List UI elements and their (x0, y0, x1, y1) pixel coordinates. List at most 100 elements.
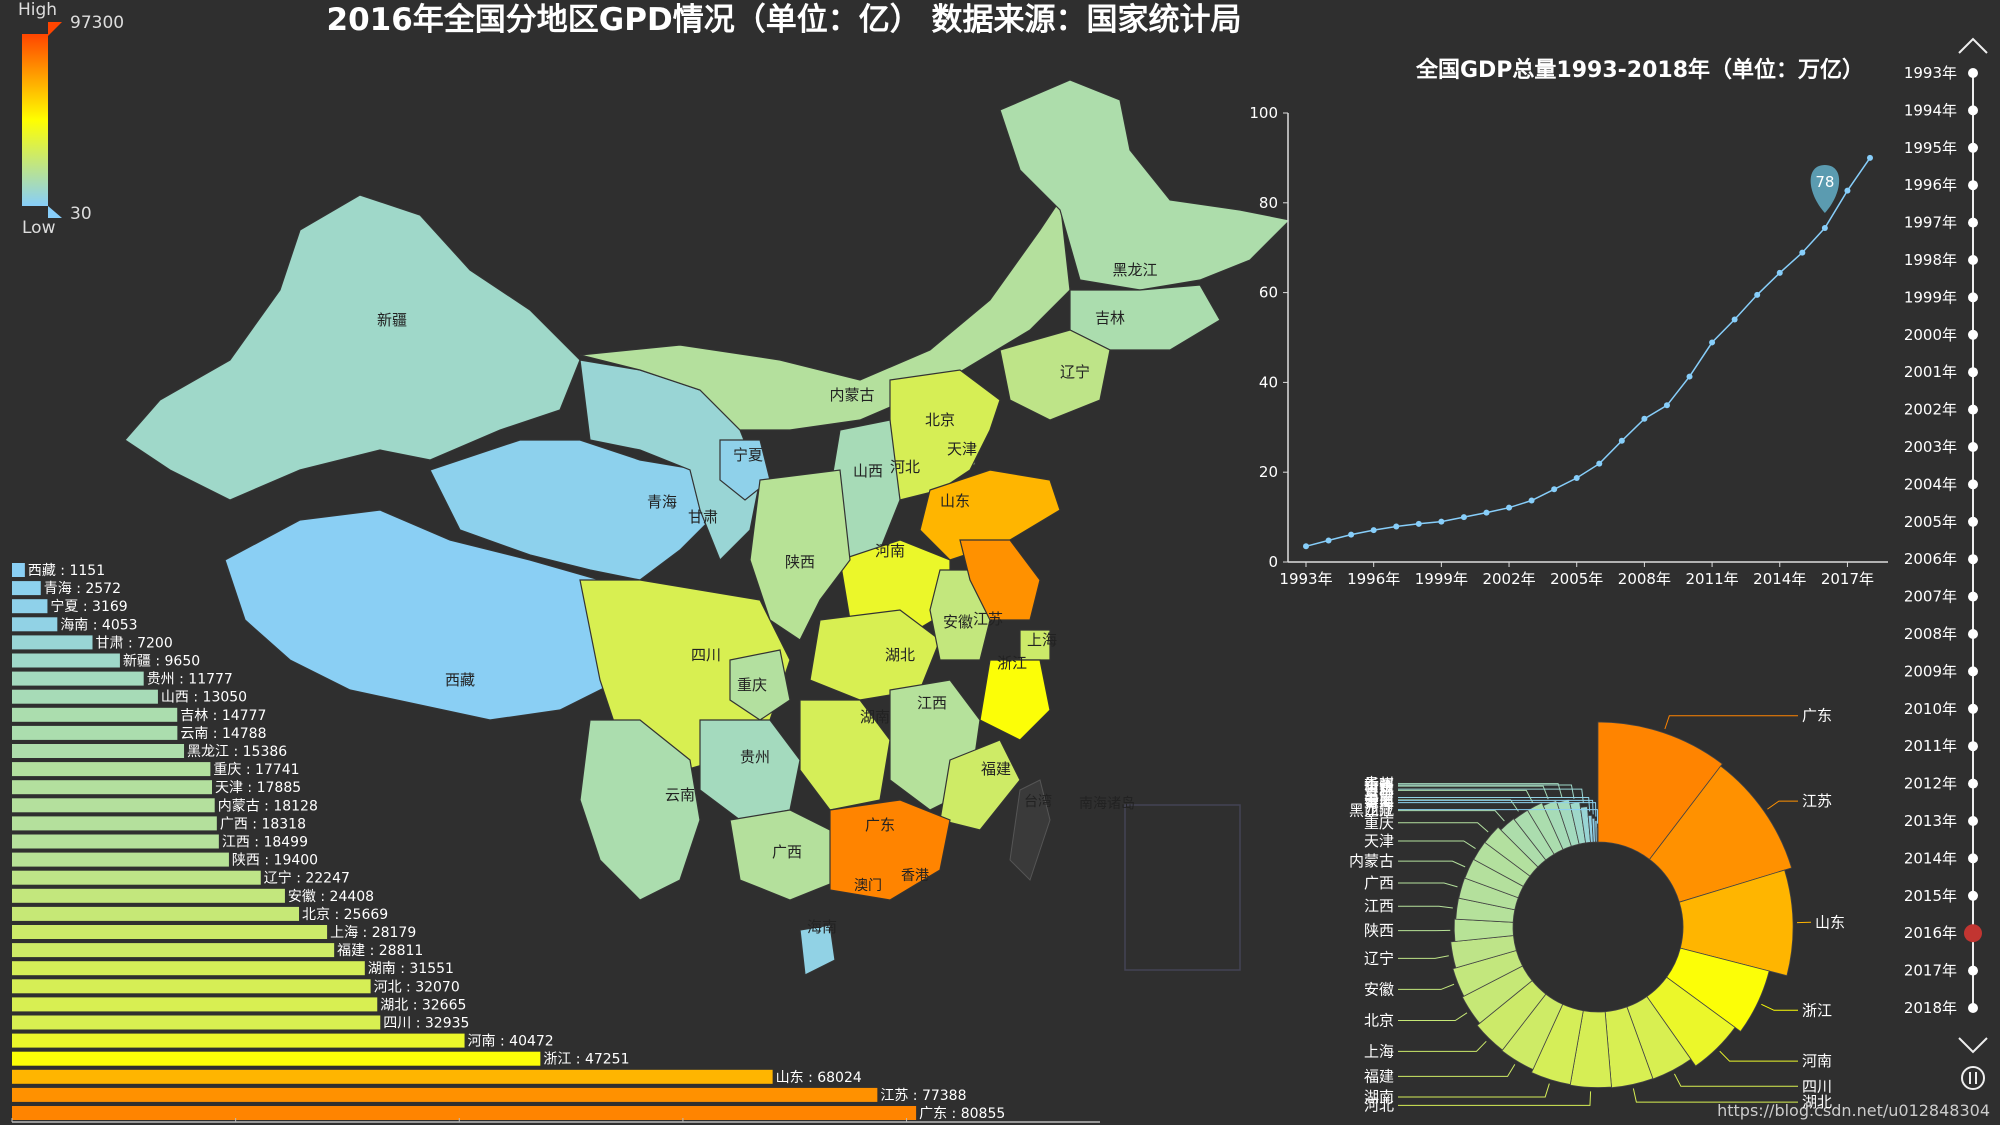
line-point[interactable] (1393, 523, 1400, 530)
line-point[interactable] (1415, 520, 1422, 527)
timeline-node[interactable] (1968, 479, 1978, 490)
bar[interactable] (12, 689, 158, 704)
timeline-label[interactable]: 2007年 (1904, 588, 1957, 606)
line-point[interactable] (1506, 504, 1513, 511)
timeline-label[interactable]: 1997年 (1904, 214, 1957, 232)
bar[interactable] (12, 888, 285, 903)
timeline-label[interactable]: 2013年 (1904, 812, 1957, 830)
line-point[interactable] (1303, 543, 1309, 550)
line-point[interactable] (1799, 249, 1806, 256)
line-point[interactable] (1618, 437, 1625, 444)
bar[interactable] (12, 1015, 381, 1030)
timeline-node[interactable] (1968, 367, 1978, 378)
bar[interactable] (12, 762, 211, 777)
line-point[interactable] (1686, 373, 1693, 380)
bar[interactable] (12, 1106, 917, 1120)
map-region[interactable] (729, 649, 791, 721)
bar[interactable] (12, 852, 229, 867)
timeline-label[interactable]: 2002年 (1904, 401, 1957, 419)
timeline-label[interactable]: 2000年 (1904, 326, 1957, 344)
timeline-node[interactable] (1968, 890, 1978, 901)
timeline-label[interactable]: 2014年 (1904, 849, 1957, 867)
rose-slice[interactable] (1646, 976, 1736, 1067)
bar[interactable] (12, 1087, 878, 1102)
timeline-prev-icon[interactable] (1958, 37, 1988, 54)
line-point[interactable] (1663, 402, 1670, 409)
bar[interactable] (12, 997, 378, 1012)
map-region[interactable] (124, 194, 581, 501)
timeline-node[interactable] (1968, 516, 1978, 527)
line-point[interactable] (1844, 187, 1851, 194)
line-point[interactable] (1438, 518, 1445, 525)
bar[interactable] (12, 925, 328, 939)
map-region[interactable] (999, 79, 1292, 291)
timeline-node[interactable] (1968, 255, 1978, 265)
bar[interactable] (12, 581, 41, 596)
timeline-label[interactable]: 1996年 (1904, 176, 1957, 194)
map-region[interactable] (429, 439, 711, 581)
timeline-label[interactable]: 1993年 (1904, 64, 1957, 82)
timeline-label[interactable]: 2001年 (1904, 363, 1957, 381)
timeline-label[interactable]: 1995年 (1904, 139, 1957, 157)
map-region[interactable] (749, 469, 851, 641)
timeline-node[interactable] (1968, 741, 1978, 752)
bar[interactable] (12, 744, 185, 758)
timeline-node[interactable] (1968, 217, 1978, 228)
timeline-label[interactable]: 2006年 (1904, 550, 1957, 568)
map-region[interactable] (699, 719, 801, 821)
timeline-node[interactable] (1968, 1003, 1978, 1013)
line-point[interactable] (1596, 460, 1603, 467)
timeline-node[interactable] (1968, 329, 1978, 340)
map-region[interactable] (799, 699, 891, 811)
rose-slice[interactable] (1596, 827, 1599, 843)
timeline-node[interactable] (1968, 442, 1978, 452)
map-region[interactable] (959, 539, 1041, 621)
bar[interactable] (12, 725, 178, 740)
timeline-label[interactable]: 2011年 (1904, 737, 1957, 755)
bar[interactable] (12, 599, 48, 614)
rose-slice[interactable] (1648, 765, 1793, 903)
line-point[interactable] (1483, 509, 1490, 516)
bar[interactable] (12, 653, 120, 668)
line-point[interactable] (1573, 475, 1580, 482)
map-region[interactable] (979, 659, 1051, 741)
timeline-node[interactable] (1964, 924, 1982, 943)
timeline-label[interactable]: 2018年 (1904, 999, 1957, 1017)
line-point[interactable] (1551, 486, 1558, 493)
map-region[interactable] (999, 329, 1111, 421)
timeline-node[interactable] (1968, 965, 1978, 976)
bar[interactable] (12, 671, 144, 686)
timeline-node[interactable] (1968, 591, 1978, 602)
map-region[interactable] (1019, 629, 1051, 661)
bar[interactable] (12, 798, 215, 813)
bar[interactable] (12, 943, 335, 958)
timeline-node[interactable] (1968, 105, 1978, 116)
map-region[interactable] (579, 719, 701, 901)
timeline-label[interactable]: 1994年 (1904, 101, 1957, 119)
timeline-node[interactable] (1968, 180, 1978, 191)
timeline-label[interactable]: 2012年 (1904, 775, 1957, 793)
map-region[interactable] (939, 739, 1021, 831)
line-point[interactable] (1731, 316, 1738, 323)
bar[interactable] (12, 816, 217, 831)
timeline-label[interactable]: 2005年 (1904, 513, 1957, 531)
bar[interactable] (12, 834, 219, 849)
bar[interactable] (12, 707, 178, 722)
timeline-node[interactable] (1968, 292, 1978, 303)
bar[interactable] (12, 1051, 541, 1066)
line-point[interactable] (1325, 537, 1332, 544)
timeline-label[interactable]: 2004年 (1904, 475, 1957, 493)
visual-map-slider[interactable] (22, 22, 62, 218)
timeline-label[interactable]: 2008年 (1904, 625, 1957, 643)
bar[interactable] (12, 961, 365, 976)
timeline-label[interactable]: 2017年 (1904, 962, 1957, 980)
bar[interactable] (12, 780, 212, 795)
timeline-label[interactable]: 2009年 (1904, 662, 1957, 680)
map-region[interactable] (1009, 779, 1051, 881)
timeline[interactable]: 1993年 1994年 1995年 1996年 1997年 1998年 1999年 2000年… (1904, 37, 1988, 1090)
bar[interactable] (12, 1033, 465, 1048)
line-point[interactable] (1776, 269, 1783, 276)
timeline-label[interactable]: 2010年 (1904, 700, 1957, 718)
rose-slice[interactable] (1597, 721, 1723, 860)
line-point[interactable] (1641, 415, 1648, 422)
